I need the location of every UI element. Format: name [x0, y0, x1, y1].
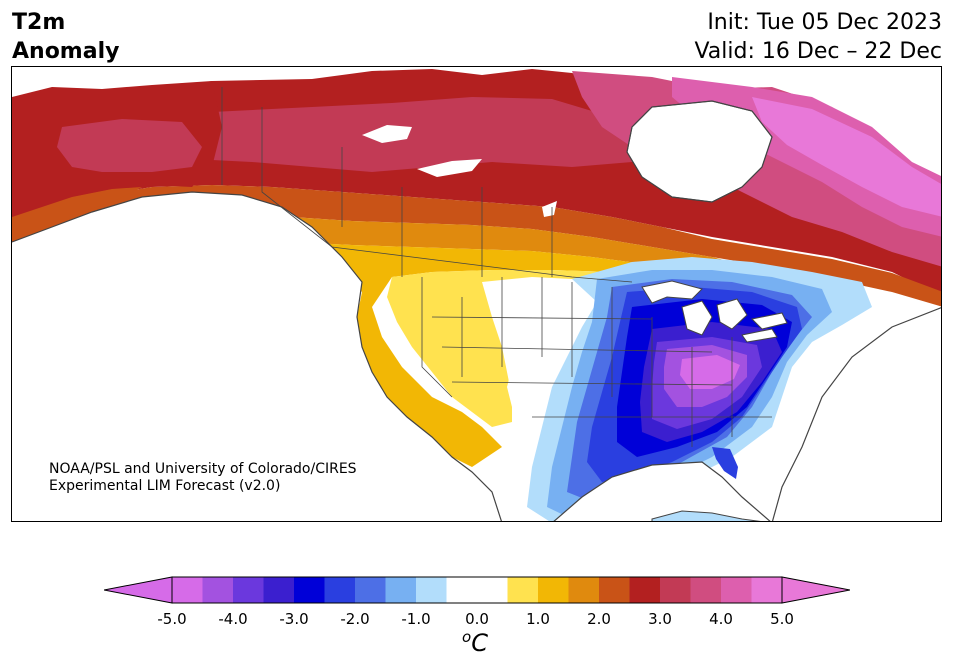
colorbar-ticks: -5.0 -4.0 -3.0 -2.0 -1.0 0.0 1.0 2.0 3.0 4.0 5.0	[0, 610, 954, 632]
colorbar-cell	[599, 577, 630, 603]
colorbar-cell	[385, 577, 417, 603]
map-title-line1: T2m	[12, 10, 66, 35]
valid-date: Valid: 16 Dec – 22 Dec	[694, 39, 942, 64]
great-lakes	[641, 280, 788, 343]
gulf-of-mexico	[554, 462, 770, 521]
anomaly-map-svg	[12, 69, 941, 521]
colorbar-over-arrow	[781, 576, 850, 604]
colorbar	[104, 576, 850, 604]
cuba	[651, 510, 761, 521]
credit-line2: Experimental LIM Forecast (v2.0)	[49, 478, 281, 494]
colorbar-cell	[568, 577, 600, 603]
colorbar-cell	[294, 577, 325, 603]
colorbar-cell	[172, 577, 203, 603]
init-date: Init: Tue 05 Dec 2023	[707, 10, 942, 35]
credit-text: NOAA/PSL and University of Colorado/CIRE…	[49, 461, 357, 495]
land-magenta-ne	[752, 97, 941, 217]
alaska-crimson	[57, 119, 202, 172]
colorbar-under-arrow	[104, 576, 173, 604]
colorbar-cell	[507, 577, 539, 603]
political-borders	[221, 87, 772, 447]
anomaly-map	[11, 66, 942, 522]
coastlines	[12, 100, 941, 521]
colorbar-cell	[233, 577, 264, 603]
colorbar-cell	[446, 577, 478, 603]
colorbar-cell	[324, 577, 356, 603]
colorbar-units: oC	[462, 628, 488, 657]
colorbar-cell	[355, 577, 386, 603]
colorbar-tick-label: 2.0	[587, 610, 611, 628]
colorbar-cells	[172, 577, 783, 603]
colorbar-tick-label: -3.0	[279, 610, 309, 628]
colorbar-tick-label: -5.0	[157, 610, 187, 628]
alaska-orange	[12, 187, 142, 242]
colorbar-cell	[416, 577, 447, 603]
great-bear-lake	[362, 125, 412, 143]
colorbar-tick-label: -2.0	[340, 610, 370, 628]
colorbar-tick-label: -1.0	[401, 610, 431, 628]
pacific-ocean	[12, 192, 502, 521]
lake-winnipeg	[542, 201, 557, 217]
map-title: T2m Anomaly	[12, 8, 119, 66]
forecast-dates: Init: Tue 05 Dec 2023 Valid: 16 Dec – 22…	[694, 8, 942, 66]
colorbar-tick-label: -4.0	[218, 610, 248, 628]
colorbar-cell	[477, 577, 508, 603]
credit-line1: NOAA/PSL and University of Colorado/CIRE…	[49, 461, 357, 477]
atlantic-ocean	[772, 307, 941, 521]
colorbar-tick-label: 5.0	[770, 610, 794, 628]
units-base: C	[471, 629, 488, 657]
colorbar-tick-label: 0.0	[465, 610, 489, 628]
colorbar-cell	[721, 577, 752, 603]
colorbar-cell	[202, 577, 234, 603]
band-orchid	[680, 355, 740, 389]
colorbar-tick-label: 1.0	[526, 610, 550, 628]
florida-blue	[712, 447, 738, 479]
units-degree: o	[462, 628, 472, 646]
colorbar-tick-label: 3.0	[648, 610, 672, 628]
colorbar-tick-label: 4.0	[709, 610, 733, 628]
colorbar-cell	[660, 577, 691, 603]
colorbar-cell	[751, 577, 783, 603]
band-yellow-west	[387, 270, 662, 427]
colorbar-cell	[629, 577, 661, 603]
colorbar-frame	[171, 576, 783, 604]
colorbar-cell	[690, 577, 722, 603]
band-white-plains	[482, 277, 612, 517]
great-slave-lake	[417, 159, 482, 177]
map-title-line2: Anomaly	[12, 39, 120, 64]
colorbar-cell	[263, 577, 295, 603]
colorbar-cell	[538, 577, 569, 603]
